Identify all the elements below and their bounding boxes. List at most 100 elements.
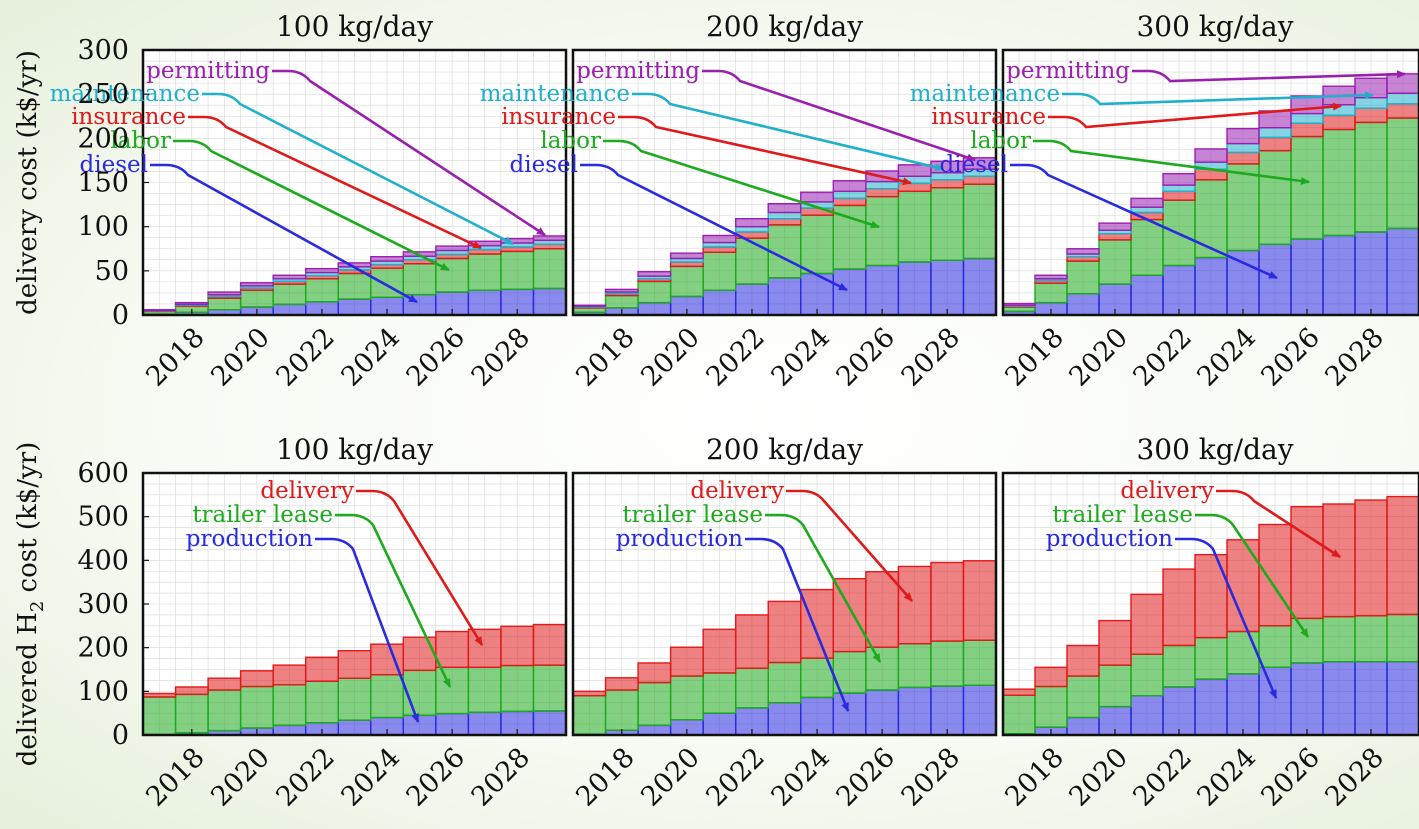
y-tick-label: 300 — [77, 35, 129, 66]
x-tick-label: 2026 — [1255, 742, 1326, 813]
bar-permitting-2018 — [604, 288, 639, 293]
bar-delivery-2026 — [1290, 505, 1324, 620]
arrow-permitting — [1132, 69, 1406, 83]
y-tick-label: 400 — [77, 545, 129, 576]
bar-labor-2019 — [1066, 260, 1100, 295]
x-tick-label: 2024 — [1191, 742, 1262, 813]
x-tick-label: 2018 — [140, 322, 211, 393]
bar-trailer-lease-2024 — [1226, 630, 1260, 675]
bar-labor-2021 — [702, 251, 737, 291]
bar-delivery-2022 — [304, 656, 339, 682]
bar-trailer-lease-2029 — [962, 639, 997, 686]
bar-trailer-lease-2023 — [767, 661, 802, 704]
bar-production-2019 — [637, 724, 672, 736]
bar-diesel-2026 — [1290, 238, 1324, 316]
bar-delivery-2019 — [1066, 644, 1100, 677]
bar-permitting-2019 — [207, 291, 242, 296]
bar-delivery-2027 — [1322, 503, 1356, 618]
bar-diesel-2025 — [832, 268, 867, 316]
series-label-trailer-lease: trailer lease — [1052, 502, 1193, 528]
y-tick-label: 600 — [77, 458, 129, 489]
bar-labor-2018 — [604, 294, 639, 309]
bar-production-2021 — [1130, 695, 1164, 736]
y-tick-label: 200 — [77, 123, 129, 154]
bar-permitting-2024 — [370, 256, 405, 262]
bar-trailer-lease-2023 — [1194, 636, 1228, 680]
bar-diesel-2019 — [1066, 293, 1100, 316]
bar-diesel-2023 — [337, 298, 372, 316]
bar-insurance-2027 — [897, 182, 932, 193]
bar-permitting-2020 — [1098, 222, 1132, 231]
bar-delivery-2029 — [962, 560, 997, 641]
y-tick-label: 0 — [112, 300, 129, 331]
bar-trailer-lease-2026 — [435, 666, 470, 715]
bar-trailer-lease-2024 — [370, 674, 405, 719]
x-tick-label: 2026 — [401, 322, 472, 393]
x-tick-label: 2024 — [765, 742, 836, 813]
bar-permitting-2026 — [435, 245, 470, 252]
arrow-diesel — [1010, 163, 1278, 280]
bar-production-2022 — [1162, 686, 1196, 736]
bar-diesel-2028 — [1354, 231, 1388, 316]
bar-labor-2027 — [897, 190, 932, 263]
bar-diesel-2027 — [467, 289, 502, 316]
arrow-maintenance — [202, 92, 514, 246]
bar-insurance-2026 — [865, 187, 900, 198]
bar-permitting-2023 — [1194, 148, 1228, 163]
bar-insurance-2029 — [1386, 103, 1419, 119]
arrow-insurance — [618, 115, 912, 186]
bar-labor-2023 — [767, 224, 802, 279]
bar-delivery-2018 — [1034, 666, 1068, 688]
x-tick-label: 2018 — [999, 742, 1070, 813]
bar-labor-2028 — [1354, 121, 1388, 233]
bar-production-2029 — [1386, 660, 1419, 736]
bar-labor-2024 — [800, 214, 835, 275]
bar-maintenance-2025 — [1258, 127, 1292, 139]
bar-trailer-lease-2022 — [734, 667, 769, 709]
x-tick-label: 2020 — [205, 742, 276, 813]
bar-production-2027 — [467, 711, 502, 736]
panel-title: 100 kg/day — [276, 10, 433, 43]
x-tick-label: 2026 — [401, 742, 472, 813]
bar-trailer-lease-2018 — [1034, 685, 1068, 728]
bar-delivery-2020 — [239, 670, 274, 688]
bar-production-2024 — [1226, 673, 1260, 736]
bar-labor-2022 — [304, 278, 339, 303]
bar-diesel-2019 — [637, 301, 672, 316]
arrow-diesel — [580, 163, 848, 292]
bar-trailer-lease-2020 — [1098, 664, 1132, 708]
bar-delivery-2022 — [734, 614, 769, 669]
series-label-permitting: permitting — [146, 58, 270, 84]
bar-delivery-2019 — [207, 677, 242, 691]
series-label-trailer-lease: trailer lease — [192, 502, 333, 528]
bar-insurance-2025 — [832, 197, 867, 207]
bar-labor-2025 — [1258, 149, 1292, 246]
bar-production-2028 — [1354, 660, 1388, 736]
bar-production-2023 — [337, 719, 372, 736]
x-tick-label: 2022 — [700, 322, 771, 393]
y-axis-label: delivery cost (k$/yr) — [13, 50, 43, 315]
bar-diesel-2023 — [767, 277, 802, 316]
arrow-maintenance — [632, 92, 944, 172]
bar-permitting-2021 — [1130, 197, 1164, 208]
y-tick-label: 250 — [77, 79, 129, 110]
arrow-permitting — [702, 69, 976, 162]
panel-title: 200 kg/day — [706, 10, 863, 43]
bar-maintenance-2026 — [1290, 112, 1324, 125]
x-tick-label: 2028 — [1319, 322, 1390, 393]
x-tick-label: 2020 — [1063, 322, 1134, 393]
bar-trailer-lease-2026 — [865, 646, 900, 691]
series-label-maintenance: maintenance — [910, 81, 1060, 107]
bar-permitting-2019 — [1066, 248, 1100, 255]
bar-permitting-2017 — [1002, 302, 1036, 306]
y-tick-label: 100 — [77, 676, 129, 707]
bar-permitting-2022 — [734, 218, 769, 228]
bar-delivery-2020 — [669, 646, 704, 677]
bar-insurance-2027 — [1322, 114, 1356, 131]
arrow-delivery — [1216, 489, 1341, 559]
series-label-insurance: insurance — [501, 104, 616, 130]
bar-maintenance-2028 — [1354, 96, 1388, 109]
bar-diesel-2028 — [930, 259, 965, 316]
